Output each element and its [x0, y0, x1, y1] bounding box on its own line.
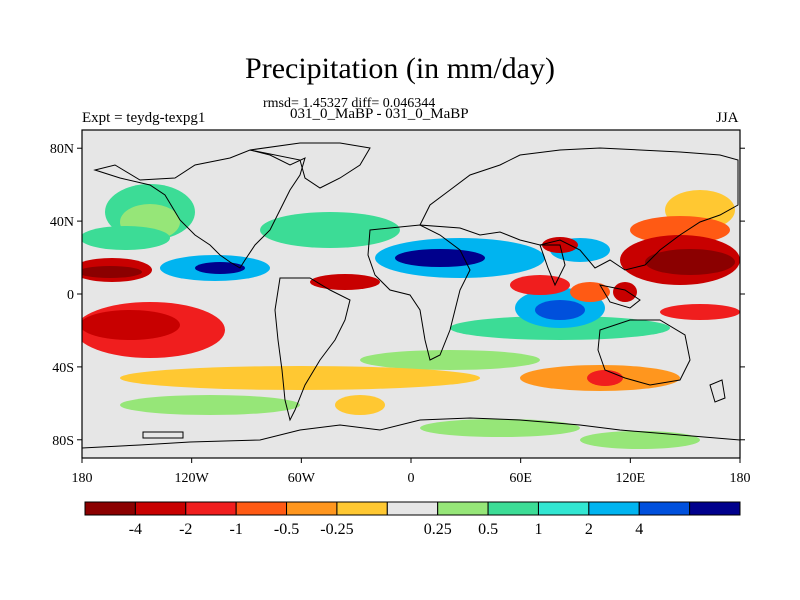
- lon-label: 0: [408, 471, 415, 486]
- lon-label: 120W: [175, 471, 210, 486]
- coastline-india: [539, 244, 566, 287]
- field-blob: [82, 266, 142, 278]
- coastline-greenland: [249, 142, 371, 189]
- lat-label: 80N: [50, 142, 74, 157]
- field-blob: [630, 216, 730, 244]
- colorbar-swatch: [487, 501, 539, 516]
- colorbar-swatch: [134, 501, 187, 516]
- colorbar-swatch: [84, 501, 136, 516]
- colorbar-label: 0.25: [424, 521, 452, 538]
- season-label: JJA: [716, 110, 739, 126]
- colorbar-label: -4: [129, 521, 142, 538]
- coastline-eurasia: [419, 147, 739, 271]
- field-blob: [660, 304, 740, 320]
- coastline-australia: [597, 319, 691, 386]
- field-blob: [360, 350, 540, 370]
- colorbar-label: -0.25: [320, 521, 353, 538]
- field-blob: [335, 395, 385, 415]
- lon-label: 60W: [288, 471, 316, 486]
- colorbar: -4 -2 -1 -0.5 -0.25 0.25 0.5 1 2 4: [84, 501, 741, 538]
- field-blob: [570, 282, 610, 302]
- lon-label: 60E: [509, 471, 532, 486]
- colorbar-swatch: [588, 501, 640, 516]
- colorbar-label: 0.5: [478, 521, 498, 538]
- colorbar-swatch: [336, 501, 388, 516]
- coastline-south-america: [274, 277, 351, 422]
- longitude-axis: 180 120W 60W 0 60E 120E 180: [72, 458, 751, 486]
- coastline-antarctica: [81, 417, 741, 449]
- lat-label: 0: [67, 288, 74, 303]
- coastline-ross-shelf: [142, 431, 184, 439]
- field-blob: [420, 419, 580, 437]
- coastline-maritime-asia: [599, 284, 641, 309]
- coastline-north-america: [93, 149, 306, 269]
- colorbar-label: 4: [635, 521, 643, 538]
- experiment-label: Expt = teydg-texpg1: [82, 110, 206, 126]
- colorbar-swatch: [689, 501, 741, 516]
- coastline-africa: [367, 224, 471, 361]
- field-blob: [82, 310, 180, 340]
- precip-field: [82, 184, 740, 449]
- field-blob: [120, 366, 480, 390]
- rmsd-diff-stats: rmsd= 1.45327 diff= 0.046344: [263, 96, 436, 111]
- field-blob: [310, 274, 380, 290]
- coastlines: [81, 142, 741, 449]
- field-blob: [510, 275, 570, 295]
- experiment-ids: 031_0_MaBP - 031_0_MaBP: [290, 106, 469, 122]
- field-blob: [645, 249, 735, 275]
- colorbar-label: -1: [229, 521, 242, 538]
- lon-label: 120E: [616, 471, 646, 486]
- lat-label: 80S: [52, 434, 74, 449]
- field-blob: [195, 262, 245, 274]
- colorbar-swatch: [185, 501, 237, 516]
- lat-label: 40N: [50, 215, 74, 230]
- coastline-new-zealand: [709, 379, 726, 403]
- lon-label: 180: [730, 471, 751, 486]
- colorbar-swatch: [386, 501, 439, 516]
- plot-title: Precipitation (in mm/day): [245, 52, 555, 85]
- lon-label: 180: [72, 471, 93, 486]
- field-blob: [580, 431, 700, 449]
- field-blob: [613, 282, 637, 302]
- colorbar-label: 2: [585, 521, 593, 538]
- colorbar-swatch: [638, 501, 691, 516]
- colorbar-swatch: [537, 501, 590, 516]
- colorbar-swatch: [286, 501, 338, 516]
- field-blob: [535, 300, 585, 320]
- colorbar-label: -0.5: [274, 521, 299, 538]
- field-blob: [587, 370, 623, 386]
- field-blob: [120, 395, 300, 415]
- field-blob: [82, 226, 170, 250]
- colorbar-swatch: [235, 501, 288, 516]
- field-blob: [260, 212, 400, 248]
- latitude-axis: 80N 40N 0 40S 80S: [50, 142, 745, 449]
- colorbar-label: 1: [534, 521, 542, 538]
- field-blob: [395, 249, 485, 267]
- colorbar-swatch: [437, 501, 489, 516]
- lat-label: 40S: [52, 361, 74, 376]
- colorbar-label: -2: [179, 521, 192, 538]
